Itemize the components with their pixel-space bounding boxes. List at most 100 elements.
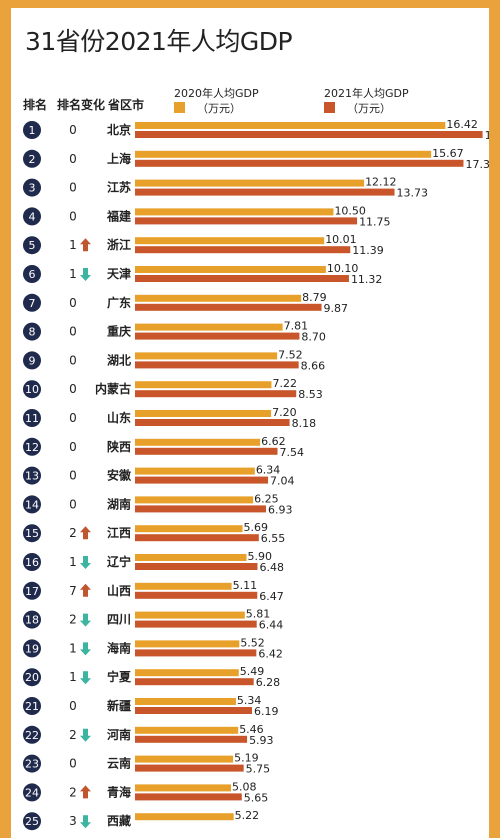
- bar-2021: [135, 419, 290, 426]
- value-label-2021: 5.93: [249, 734, 274, 747]
- province-label: 广东: [107, 295, 131, 310]
- value-label-2020: 7.22: [272, 377, 297, 390]
- value-label-2020: 10.10: [327, 262, 359, 275]
- value-label-2021: 6.55: [261, 532, 286, 545]
- arrow-up-icon: [80, 785, 91, 799]
- value-label-2021: 6.48: [259, 561, 284, 574]
- bar-2021: [135, 390, 297, 398]
- rank-change: 0: [69, 382, 77, 396]
- value-label-2020: 5.90: [248, 550, 273, 563]
- bar-2020: [135, 294, 302, 302]
- rank-label: 6: [29, 268, 36, 281]
- arrow-down-icon: [80, 268, 91, 281]
- value-label-2020: 5.11: [233, 579, 257, 592]
- bar-2020: [135, 525, 243, 533]
- value-label-2020: 5.49: [240, 665, 264, 678]
- rank-change: 3: [69, 814, 77, 828]
- rank-label: 12: [25, 441, 39, 454]
- header-rank-change: 排名变化: [57, 98, 106, 112]
- value-label-2020: 5.22: [235, 809, 260, 822]
- bar-2021: [135, 793, 242, 801]
- legend-2021-label: 2021年人均GDP: [324, 87, 409, 100]
- bar-2020: [135, 323, 283, 331]
- value-label-2021: 8.53: [298, 388, 323, 401]
- header-province: 省区市: [108, 98, 145, 112]
- arrow-down-icon: [80, 642, 91, 656]
- bar-2021: [135, 217, 358, 225]
- province-label: 浙江: [107, 237, 131, 252]
- bar-2020: [135, 179, 365, 187]
- bar-chart: 10北京16.4218.3920上海15.6717.3830江苏12.1213.…: [23, 118, 489, 831]
- bar-2021: [135, 275, 349, 282]
- bar-2020: [135, 726, 239, 734]
- value-label-2020: 7.52: [278, 348, 303, 361]
- rank-badge: [23, 725, 41, 744]
- rank-change: 2: [69, 728, 77, 742]
- value-label-2021: 17.38: [465, 158, 489, 171]
- rank-change: 0: [69, 209, 77, 223]
- rank-change: 0: [69, 440, 77, 454]
- bar-2020: [135, 467, 255, 475]
- rank-badge: [23, 783, 41, 802]
- rank-label: 3: [29, 182, 36, 195]
- bar-2020: [135, 410, 272, 417]
- value-label-2021: 7.04: [270, 475, 295, 488]
- province-label: 福建: [106, 208, 132, 223]
- rank-badge: [23, 380, 41, 399]
- rank-label: 7: [29, 297, 36, 310]
- bar-2021: [135, 707, 252, 714]
- rank-badge: [23, 639, 41, 658]
- value-label-2021: 5.75: [246, 763, 270, 776]
- header-rank: 排名: [23, 98, 48, 112]
- rank-change: 0: [69, 325, 77, 339]
- value-label-2020: 10.01: [325, 233, 357, 246]
- arrow-down-icon: [80, 815, 91, 829]
- value-label-2021: 6.19: [254, 705, 279, 718]
- value-label-2021: 13.73: [396, 187, 428, 200]
- arrow-down-icon: [80, 613, 91, 627]
- rank-change: 2: [69, 613, 77, 627]
- value-label-2021: 11.75: [359, 215, 391, 228]
- bar-2020: [135, 554, 247, 561]
- bar-2021: [135, 620, 257, 628]
- value-label-2021: 8.70: [301, 331, 326, 344]
- bar-2021: [135, 649, 257, 657]
- rank-change: 0: [69, 469, 77, 483]
- chart-panel: 31省份2021年人均GDP 排名 排名变化 省区市 2020年人均GDP （万…: [11, 8, 489, 838]
- rank-change: 0: [69, 123, 77, 137]
- value-label-2020: 5.69: [244, 521, 269, 534]
- value-label-2020: 5.08: [232, 780, 257, 793]
- rank-badge: [23, 149, 41, 168]
- rank-label: 13: [25, 470, 39, 483]
- value-label-2021: 6.47: [259, 590, 284, 603]
- rank-label: 8: [29, 326, 36, 339]
- rank-change: 0: [69, 497, 77, 511]
- rank-badge: [23, 121, 41, 139]
- province-label: 山东: [107, 410, 131, 425]
- bar-2020: [135, 640, 240, 648]
- bar-2020: [135, 150, 432, 158]
- bar-2020: [135, 496, 254, 504]
- rank-label: 22: [25, 729, 39, 742]
- rank-change: 2: [69, 526, 77, 540]
- rank-change: 1: [69, 670, 77, 684]
- rank-label: 25: [25, 815, 39, 828]
- rank-change: 2: [69, 785, 77, 799]
- bar-2021: [135, 563, 258, 570]
- bar-2020: [135, 755, 234, 763]
- province-label: 河南: [106, 727, 131, 742]
- province-label: 重庆: [107, 324, 131, 339]
- value-label-2020: 5.81: [246, 608, 271, 621]
- rank-badge: [23, 293, 41, 312]
- rank-badge: [23, 437, 41, 456]
- province-label: 安徽: [107, 468, 132, 483]
- bar-2020: [135, 237, 325, 245]
- rank-label: 21: [25, 700, 39, 713]
- rank-change: 0: [69, 757, 77, 771]
- value-label-2020: 5.19: [234, 752, 259, 765]
- legend-2020-label: 2020年人均GDP: [174, 87, 259, 100]
- value-label-2021: 8.18: [292, 417, 317, 430]
- bar-2020: [135, 582, 232, 590]
- value-label-2021: 5.65: [244, 791, 269, 804]
- value-label-2020: 8.79: [302, 291, 327, 304]
